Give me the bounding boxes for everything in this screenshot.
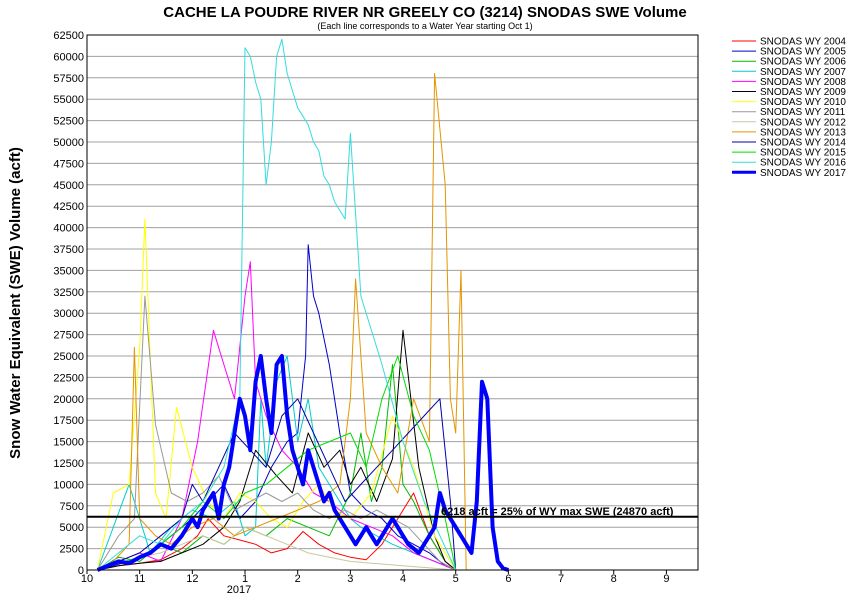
legend-label: SNODAS WY 2007 [760, 67, 846, 78]
legend-label: SNODAS WY 2014 [760, 138, 846, 149]
y-tick-label: 40000 [53, 223, 84, 235]
legend-label: SNODAS WY 2010 [760, 97, 846, 108]
x-tick-label: 10 [81, 573, 93, 585]
series-line-13 [96, 354, 510, 572]
y-tick-label: 60000 [53, 51, 84, 63]
y-tick-label: 45000 [53, 180, 84, 192]
y-axis-label: Snow Water Equivalent (SWE) Volume (acft… [7, 147, 24, 459]
y-tick-label: 47500 [53, 158, 84, 170]
legend-label: SNODAS WY 2009 [760, 87, 846, 98]
y-tick-label: 57500 [53, 73, 84, 85]
series-line-6 [97, 218, 457, 571]
y-tick-label: 42500 [53, 201, 84, 213]
x-tick-label: 1 [242, 573, 248, 585]
gridlines [87, 34, 698, 571]
series-line-10 [97, 398, 457, 571]
y-tick-label: 12500 [53, 458, 84, 470]
x-tick-label: 3 [347, 573, 353, 585]
legend-label: SNODAS WY 2016 [760, 158, 846, 169]
x-tick-label: 6 [505, 573, 511, 585]
y-tick-label: 50000 [53, 137, 84, 149]
y-tick-label: 27500 [53, 330, 84, 342]
legend-label: SNODAS WY 2006 [760, 57, 846, 68]
legend-label: SNODAS WY 2017 [760, 168, 846, 179]
y-tick-label: 32500 [53, 287, 84, 299]
legend-label: SNODAS WY 2008 [760, 77, 846, 88]
y-tick-label: 15000 [53, 437, 84, 449]
y-tick-label: 22500 [53, 372, 84, 384]
x-tick-label: 12 [186, 573, 198, 585]
plot-frame [86, 34, 699, 571]
legend-label: SNODAS WY 2011 [760, 107, 846, 118]
x-tick-label: 11 [134, 573, 145, 585]
y-tick-label: 20000 [53, 394, 84, 406]
legend-label: SNODAS WY 2005 [760, 47, 846, 58]
legend-label: SNODAS WY 2012 [760, 117, 846, 128]
plot-background [87, 35, 698, 570]
x-tick-label: 4 [400, 573, 406, 585]
series-line-8 [97, 526, 456, 571]
y-tick-label: 25000 [53, 351, 84, 363]
series-line-5 [97, 329, 457, 571]
y-tick-label: 30000 [53, 308, 84, 320]
y-tick-label: 55000 [53, 94, 84, 106]
y-tick-label: 37500 [53, 244, 84, 256]
y-axis-ticks: 0 2500 5000 7500 10000 12500 15000 17500 20000 22… [53, 30, 84, 577]
legend-label: SNODAS WY 2013 [760, 127, 846, 138]
y-tick-label: 62500 [53, 30, 84, 42]
y-tick-label: 2500 [60, 544, 84, 556]
y-tick-label: 52500 [53, 116, 84, 128]
series-line-1 [97, 244, 456, 571]
threshold-label: 6218 acft = 25% of WY max SWE (24870 acf… [441, 506, 674, 518]
y-tick-label: 5000 [60, 522, 84, 534]
y-tick-label: 7500 [60, 501, 84, 513]
x-tick-label: 9 [663, 573, 669, 585]
chart-subtitle: (Each line corresponds to a Water Year s… [317, 21, 532, 31]
y-tick-label: 0 [78, 565, 84, 577]
x-secondary-label: 2017 [227, 584, 251, 596]
x-tick-label: 8 [611, 573, 617, 585]
series-line-12 [97, 38, 457, 571]
legend-label: SNODAS WY 2004 [760, 37, 846, 48]
series-lines [96, 38, 510, 572]
y-tick-label: 17500 [53, 415, 84, 427]
series-line-0 [97, 492, 457, 571]
series-line-11 [97, 355, 457, 571]
x-tick-label: 5 [453, 573, 459, 585]
x-tick-label: 2 [295, 573, 301, 585]
legend-label: SNODAS WY 2015 [760, 148, 846, 159]
x-tick-label: 7 [558, 573, 564, 585]
x-axis-ticks: 10 11 12 1 2 3 4 5 6 7 8 9 [81, 570, 669, 585]
chart-title: CACHE LA POUDRE RIVER NR GREELY CO (3214… [163, 4, 686, 21]
y-tick-label: 35000 [53, 265, 84, 277]
y-tick-label: 10000 [53, 479, 84, 491]
